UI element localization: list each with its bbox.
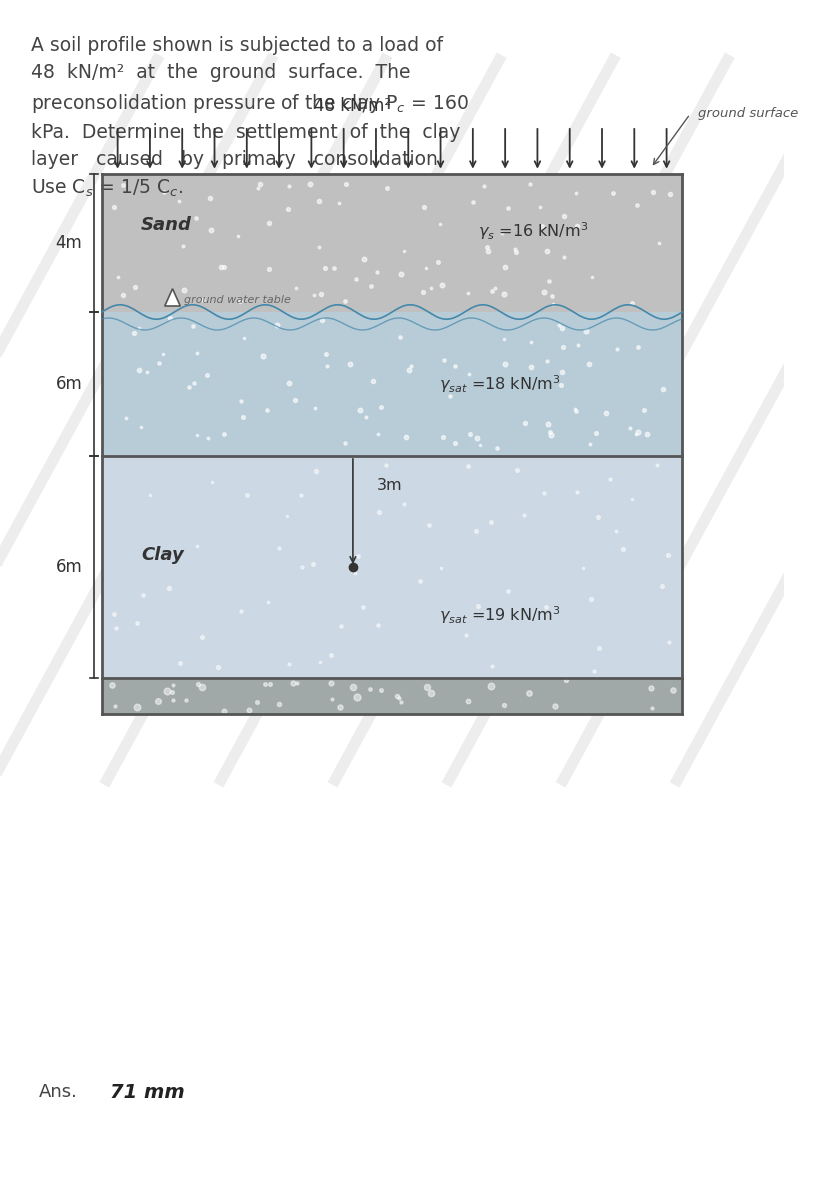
Text: Ans.: Ans. [39, 1082, 78, 1102]
Polygon shape [165, 289, 180, 306]
Text: $\gamma_{sat}$ =19 kN/m$^3$: $\gamma_{sat}$ =19 kN/m$^3$ [439, 604, 561, 626]
Text: 48 kN/m²: 48 kN/m² [315, 96, 391, 114]
FancyBboxPatch shape [102, 456, 682, 678]
Text: ground surface: ground surface [698, 108, 798, 120]
Text: $\gamma_{sat}$ =18 kN/m$^3$: $\gamma_{sat}$ =18 kN/m$^3$ [439, 373, 561, 395]
Text: 4m: 4m [55, 234, 82, 252]
FancyBboxPatch shape [102, 312, 682, 456]
Text: ground water table: ground water table [184, 295, 291, 305]
Text: $\gamma_s$ =16 kN/m$^3$: $\gamma_s$ =16 kN/m$^3$ [478, 220, 588, 242]
Text: 3m: 3m [377, 479, 402, 493]
FancyBboxPatch shape [102, 174, 682, 312]
Text: Sand: Sand [141, 216, 192, 234]
Text: 6m: 6m [55, 374, 82, 394]
Text: 6m: 6m [55, 558, 82, 576]
Text: A soil profile shown is subjected to a load of
48  kN/m²  at  the  ground  surfa: A soil profile shown is subjected to a l… [31, 36, 469, 199]
Text: Clay: Clay [141, 546, 184, 564]
Text: 71 mm: 71 mm [110, 1082, 184, 1102]
FancyBboxPatch shape [102, 678, 682, 714]
